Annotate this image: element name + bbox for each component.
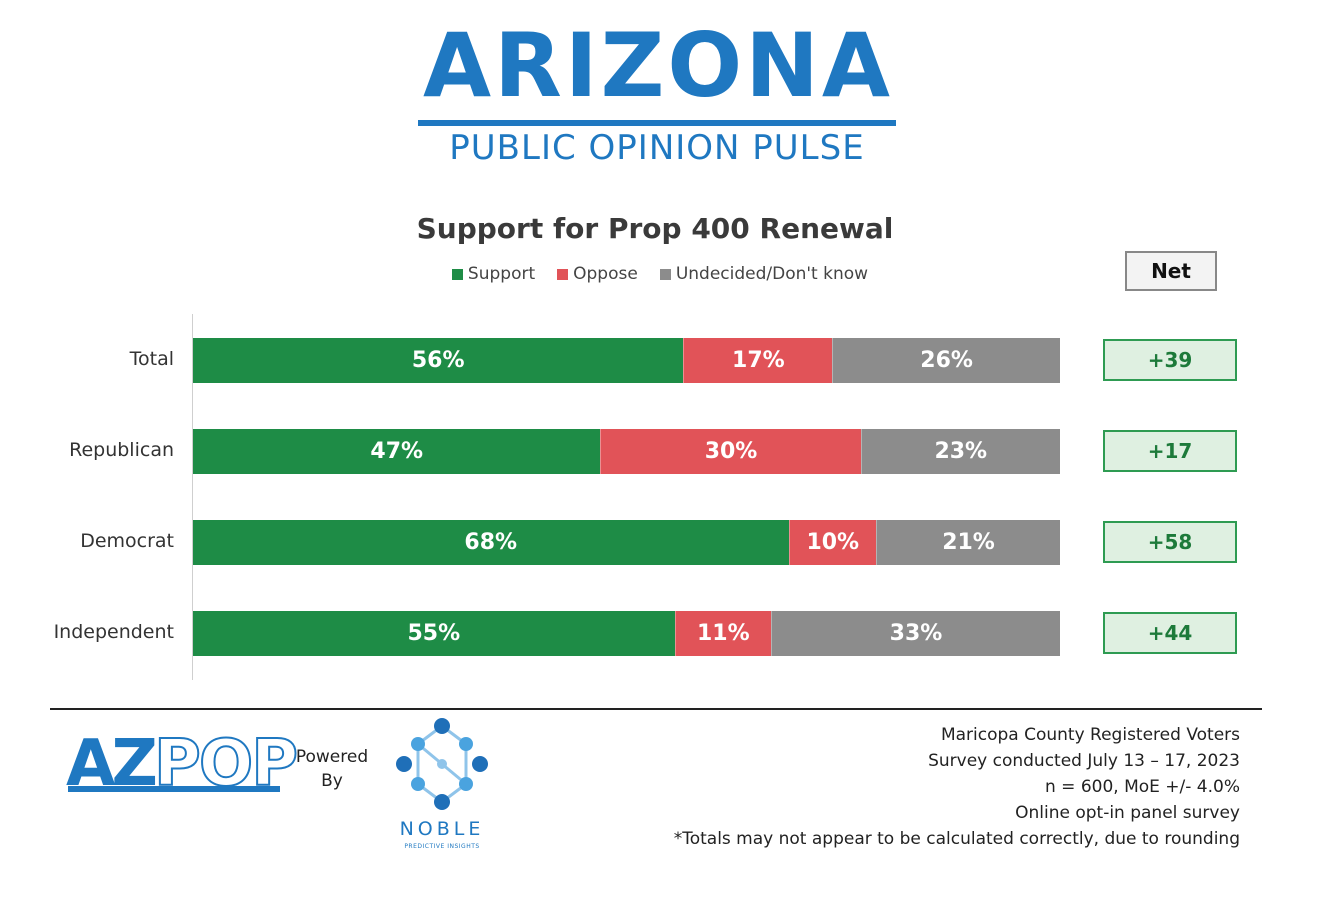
noble-network-icon [396, 718, 488, 810]
legend-item-oppose: Oppose [557, 264, 638, 284]
note-line: *Totals may not appear to be calculated … [673, 829, 1240, 849]
bar-oppose-democrat: 10% [788, 520, 877, 565]
note-line: Survey conducted July 13 – 17, 2023 [928, 751, 1240, 771]
noble-wordmark: NOBLE [399, 818, 485, 840]
net-header: Net [1125, 251, 1217, 291]
data-label: 30% [704, 439, 758, 464]
data-label: 26% [920, 348, 973, 373]
legend-swatch-support [451, 268, 463, 280]
legend-item-undecided: Undecided/Don't know [659, 264, 869, 284]
bar-support-democrat: 68% [193, 520, 789, 565]
net-value-democrat: +58 [1103, 521, 1237, 563]
data-label: 17% [732, 348, 785, 373]
note-line: n = 600, MoE +/- 4.0% [1045, 777, 1240, 797]
noble-subtitle: PREDICTIVE INSIGHTS [404, 843, 480, 850]
bar-oppose-independent: 11% [674, 611, 771, 656]
data-label: 47% [370, 439, 424, 464]
net-value-republican: +17 [1103, 430, 1237, 472]
legend-swatch-oppose [557, 268, 569, 280]
data-label: 68% [464, 530, 518, 555]
survey-notes: Maricopa County Registered Voters Survey… [674, 722, 1240, 852]
azpop-logo-az: AZ [66, 727, 158, 801]
bar-undecided-total: 26% [832, 338, 1060, 383]
bar-undecided-democrat: 21% [876, 520, 1060, 565]
bar-oppose-total: 17% [683, 338, 833, 383]
data-label: 23% [934, 439, 988, 464]
row-label-total: Total [129, 348, 174, 370]
bar-undecided-independent: 33% [771, 611, 1060, 656]
note-line: Online opt-in panel survey [1015, 803, 1240, 823]
bar-support-republican: 47% [193, 429, 601, 474]
data-label: 33% [889, 621, 943, 646]
row-label-democrat: Democrat [80, 530, 174, 552]
chart-title: Support for Prop 400 Renewal [416, 212, 894, 245]
legend-swatch-undecided [659, 268, 671, 280]
bar-undecided-republican: 23% [860, 429, 1060, 474]
bar-support-total: 56% [193, 338, 684, 383]
y-axis-line [192, 314, 193, 680]
chart-legend: Support Oppose Undecided/Don't know [440, 264, 880, 284]
brand-title: ARIZONA [423, 14, 893, 117]
data-label: 21% [942, 530, 995, 555]
row-label-independent: Independent [53, 621, 174, 643]
footer-divider [50, 708, 1262, 710]
powered-line-1: Powered [295, 747, 369, 767]
legend-label-support: Support [467, 264, 536, 284]
data-label: 56% [411, 348, 465, 373]
data-label: 11% [696, 621, 750, 646]
brand-subtitle: PUBLIC OPINION PULSE [449, 128, 865, 168]
net-value-independent: +44 [1103, 612, 1237, 654]
brand-rule [418, 120, 896, 126]
net-value-total: +39 [1103, 339, 1237, 381]
powered-by-text: Powered By [292, 746, 372, 794]
bar-support-independent: 55% [193, 611, 675, 656]
row-label-republican: Republican [69, 439, 174, 461]
azpop-logo-underline [68, 786, 280, 792]
data-label: 10% [806, 530, 860, 555]
bar-oppose-republican: 30% [600, 429, 861, 474]
powered-line-2: By [321, 770, 343, 791]
legend-item-support: Support [451, 264, 536, 284]
legend-label-oppose: Oppose [573, 264, 638, 284]
note-line: Maricopa County Registered Voters [940, 725, 1240, 745]
data-label: 55% [407, 621, 461, 646]
legend-label-undecided: Undecided/Don't know [675, 264, 869, 284]
